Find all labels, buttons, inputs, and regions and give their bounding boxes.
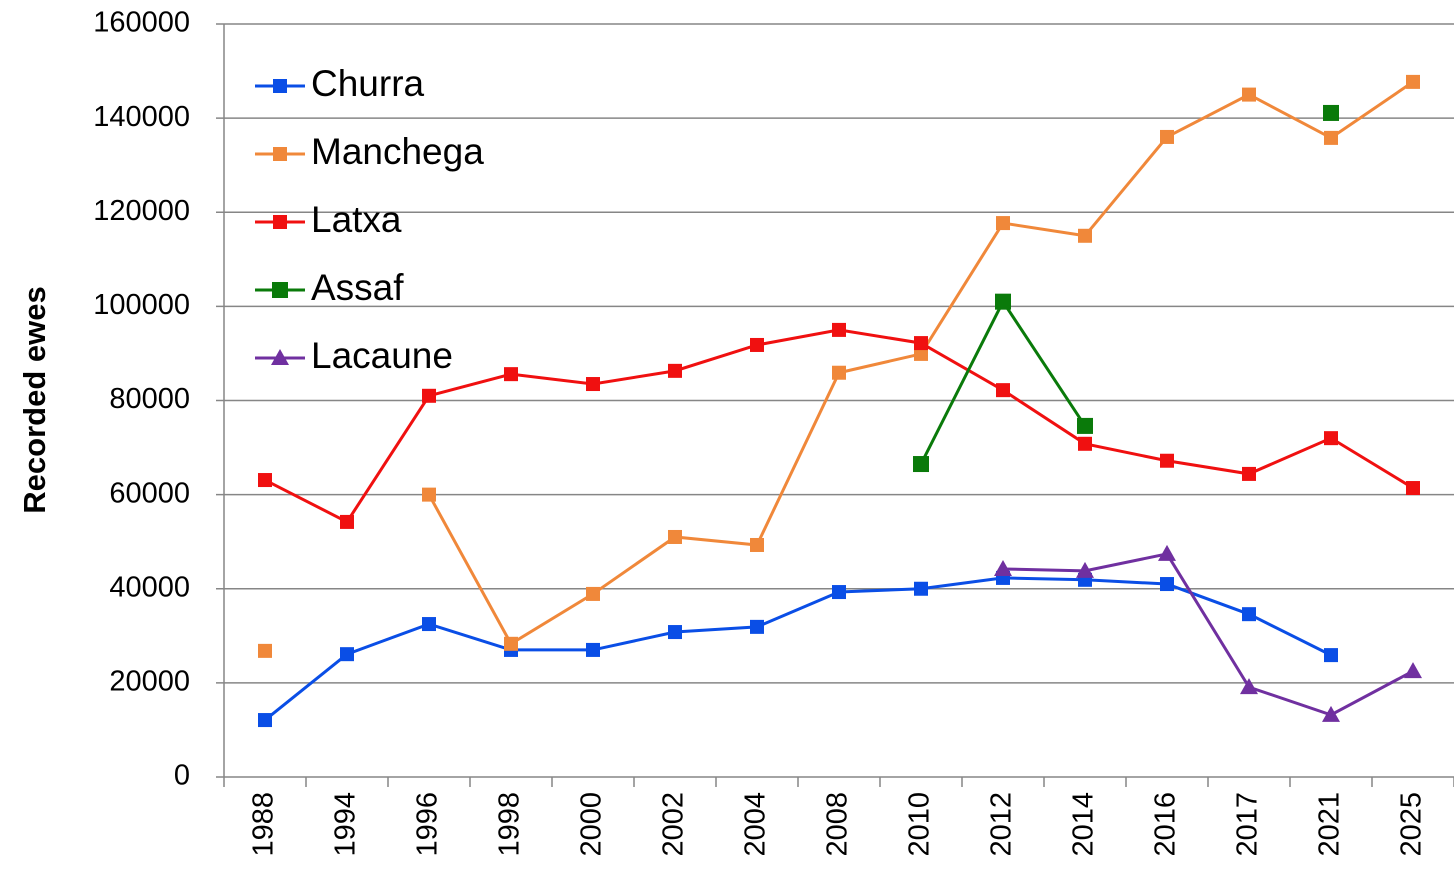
data-point	[1160, 577, 1174, 592]
data-point	[422, 388, 436, 403]
data-point	[1160, 453, 1174, 468]
data-point	[1078, 228, 1092, 243]
x-tick-label: 1988	[248, 792, 280, 857]
data-point	[340, 647, 354, 662]
data-point	[586, 377, 600, 392]
data-point	[668, 625, 682, 640]
x-tick-label: 2000	[576, 792, 608, 857]
data-point	[1242, 466, 1256, 481]
y-tick-label: 80000	[109, 383, 190, 415]
x-tick-label: 2012	[986, 792, 1018, 857]
data-point	[1324, 648, 1338, 663]
data-point	[914, 346, 928, 361]
x-tick-label: 2004	[740, 792, 772, 857]
data-point	[832, 585, 846, 600]
data-point	[668, 529, 682, 544]
legend-label: Lacaune	[311, 335, 453, 376]
data-point	[750, 337, 764, 352]
x-tick-label: 1996	[412, 792, 444, 857]
data-point	[1158, 544, 1176, 561]
data-point	[1406, 74, 1420, 89]
data-point	[504, 367, 518, 382]
data-point	[258, 473, 272, 488]
data-point	[914, 581, 928, 596]
y-tick-label: 0	[174, 760, 190, 792]
data-point	[1404, 662, 1422, 679]
data-point	[994, 559, 1012, 576]
data-point	[750, 619, 764, 634]
x-tick-label: 2002	[658, 792, 690, 857]
data-point	[1242, 607, 1256, 622]
data-point	[504, 636, 518, 651]
legend-marker	[271, 349, 289, 365]
data-point	[832, 322, 846, 337]
y-tick-label: 140000	[93, 101, 190, 133]
x-tick-label: 2008	[822, 792, 854, 857]
legend-label: Latxa	[311, 199, 402, 240]
y-tick-label: 20000	[109, 666, 190, 698]
data-point	[1323, 104, 1339, 121]
data-point	[750, 537, 764, 552]
data-point	[914, 336, 928, 351]
data-point	[1324, 431, 1338, 446]
data-point	[258, 643, 272, 658]
x-tick-label: 2016	[1150, 792, 1182, 857]
series-line	[264, 576, 1332, 722]
x-tick-label: 2014	[1068, 792, 1100, 857]
y-tick-label: 100000	[93, 289, 190, 321]
data-point	[586, 642, 600, 657]
series-line	[427, 80, 1414, 646]
data-point	[1324, 130, 1338, 145]
x-tick-label: 2017	[1232, 792, 1264, 857]
y-tick-label: 40000	[109, 571, 190, 603]
data-point	[996, 383, 1010, 398]
data-point	[832, 365, 846, 380]
legend-marker	[273, 79, 287, 93]
data-point	[1076, 561, 1094, 578]
x-tick-label: 1994	[330, 792, 362, 857]
data-point	[1240, 678, 1258, 695]
data-point	[668, 363, 682, 378]
data-point	[586, 586, 600, 601]
data-point	[913, 456, 929, 473]
data-point	[422, 487, 436, 502]
y-axis-title: Recorded ewes	[17, 286, 52, 513]
y-tick-label: 160000	[93, 7, 190, 39]
legend-label: Assaf	[311, 267, 404, 308]
x-tick-label: 2025	[1396, 792, 1428, 857]
legend-marker	[273, 147, 287, 161]
x-tick-label: 2021	[1314, 792, 1346, 857]
data-point	[995, 293, 1011, 310]
data-point	[1322, 705, 1340, 722]
data-point	[1078, 436, 1092, 451]
y-tick-label: 60000	[109, 477, 190, 509]
series-line	[1002, 552, 1414, 717]
data-point	[996, 216, 1010, 231]
data-point	[1242, 87, 1256, 102]
data-point	[340, 514, 354, 529]
x-tick-label: 2010	[904, 792, 936, 857]
series-line	[919, 298, 1087, 465]
y-tick-label: 120000	[93, 195, 190, 227]
legend-label: Churra	[311, 63, 425, 104]
data-point	[422, 617, 436, 632]
data-point	[1160, 129, 1174, 144]
legend-marker	[273, 215, 287, 229]
x-tick-label: 1998	[494, 792, 526, 857]
data-point	[1077, 417, 1093, 434]
data-point	[258, 713, 272, 728]
data-point	[1406, 481, 1420, 496]
legend-label: Manchega	[311, 131, 484, 172]
legend-marker	[272, 282, 288, 298]
